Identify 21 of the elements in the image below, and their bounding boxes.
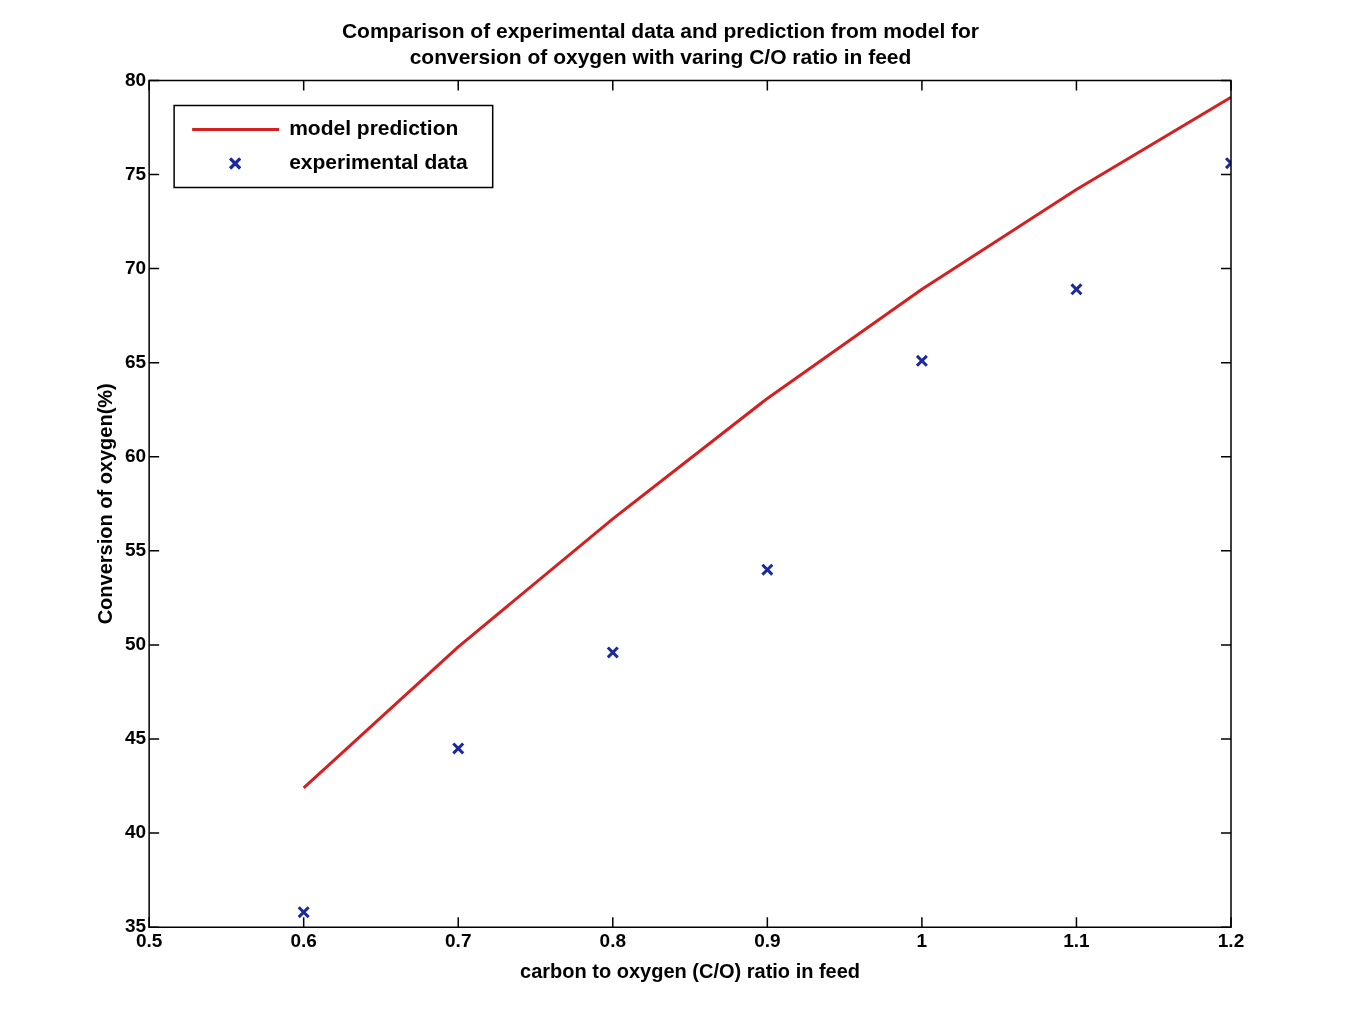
x-tick-label: 0.8 bbox=[599, 929, 626, 951]
chart-title: Comparison of experimental data and prediction from model for conversion of oxygen with varing C/O ratio in feed bbox=[341, 19, 980, 68]
legend-label: experimental data bbox=[289, 150, 469, 174]
x-tick-label: 0.7 bbox=[445, 929, 472, 951]
y-tick-label: 40 bbox=[124, 821, 147, 843]
y-tick-label: 55 bbox=[124, 539, 147, 561]
x-tick-label: 0.6 bbox=[290, 929, 317, 951]
y-tick-label: 45 bbox=[124, 727, 147, 749]
y-tick-label: 50 bbox=[124, 633, 147, 655]
y-axis-title: Conversion of oxygen(%) bbox=[93, 383, 116, 625]
x-tick-label: 1.2 bbox=[1217, 929, 1245, 951]
legend-label: model prediction bbox=[289, 116, 459, 140]
x-tick-label: 1 bbox=[916, 929, 928, 951]
x-tick-label: 1.1 bbox=[1063, 929, 1091, 951]
y-tick-label: 65 bbox=[124, 350, 147, 372]
x-axis-title: carbon to oxygen (C/O) ratio in feed bbox=[520, 959, 861, 982]
y-tick-label: 60 bbox=[124, 444, 147, 466]
x-tick-label: 0.9 bbox=[754, 929, 781, 951]
y-tick-label: 70 bbox=[124, 256, 147, 278]
y-tick-label: 75 bbox=[124, 162, 147, 184]
y-tick-label: 80 bbox=[124, 68, 147, 90]
